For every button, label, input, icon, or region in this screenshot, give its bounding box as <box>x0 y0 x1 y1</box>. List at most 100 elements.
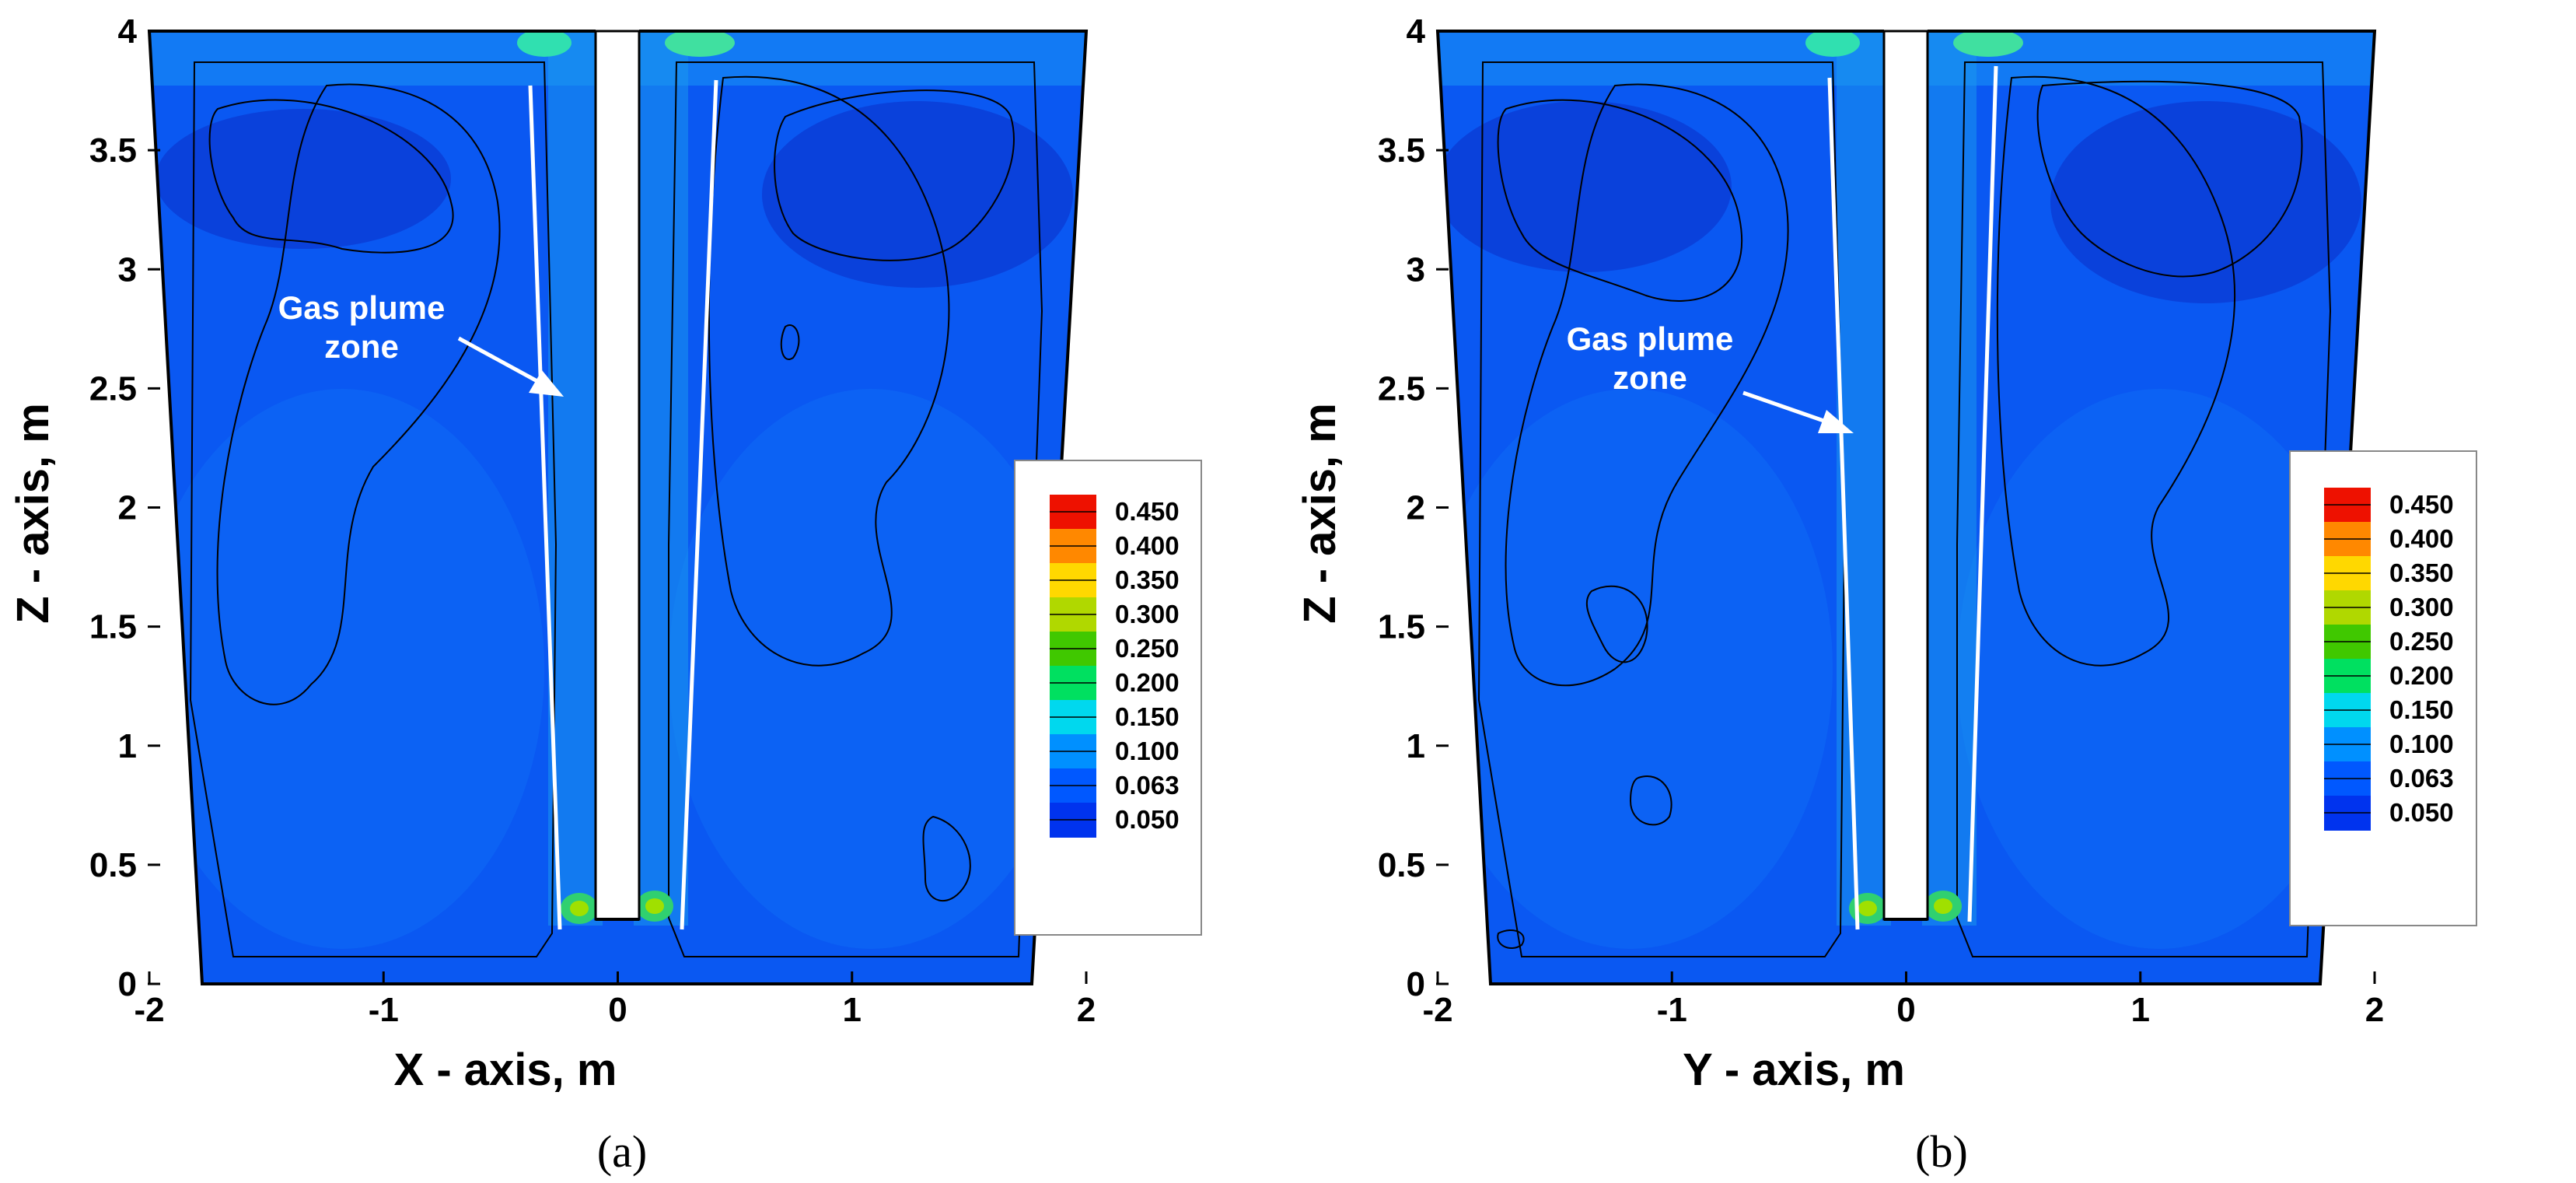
contour-b-2 <box>1497 99 1743 302</box>
contour-a-7 <box>922 815 971 902</box>
legend-color-block <box>1050 768 1096 786</box>
y-tick-label: 4 <box>1407 12 1426 51</box>
legend-color-block <box>2324 676 2371 694</box>
legend-level-label: 0.200 <box>2389 661 2454 690</box>
contour-a-3 <box>216 83 501 705</box>
x-tick-label: 1 <box>843 991 862 1029</box>
legend-level-label: 0.250 <box>2389 627 2454 656</box>
panel-a: Gas plume zone -2 -1 0 1 2 0 0.5 1 1.5 2 2.5 3 3.5 4 … <box>8 12 1202 1177</box>
legend-color-block <box>1050 820 1096 838</box>
legend-level-label: 0.350 <box>1115 565 1180 594</box>
field-a <box>147 30 1089 985</box>
x-tick-label: -2 <box>1422 991 1452 1029</box>
annotation-arrow-b <box>1742 390 1833 426</box>
legend-b: 0.450 0.400 0.350 0.300 0.250 0.200 0.150 0.100… <box>2289 450 2477 926</box>
legend-level-label: 0.300 <box>1115 600 1180 628</box>
x-axis-label-a: X - axis, m <box>394 1045 617 1095</box>
legend-level-label: 0.150 <box>1115 702 1180 731</box>
plume-boundary-b-right <box>1967 65 1998 922</box>
axis-ticks-a: -2 -1 0 1 2 0 0.5 1 1.5 2 2.5 3 3.5 4 <box>89 12 1096 1029</box>
plume-boundary-b-left <box>1827 77 1860 930</box>
annotation-line1-b: Gas plume <box>1567 320 1734 357</box>
legend-color-block <box>2324 659 2371 677</box>
legend-color-block <box>2324 488 2371 506</box>
legend-color-block <box>2324 813 2371 831</box>
y-tick-label: 1.5 <box>1378 608 1425 646</box>
legend-level-label: 0.050 <box>1115 805 1180 834</box>
legend-color-block <box>2324 607 2371 625</box>
field-b <box>1435 30 2377 985</box>
plume-boundary-a-right <box>680 79 718 930</box>
y-tick-label: 2.5 <box>89 369 137 408</box>
legend-color-block <box>1050 563 1096 581</box>
legend-color-block <box>2324 573 2371 591</box>
legend-color-block <box>1050 632 1096 649</box>
legend-color-block <box>1050 700 1096 718</box>
legend-color-block <box>1050 717 1096 735</box>
contour-a-6 <box>708 75 950 667</box>
contour-chart-b: Gas plume zone -2 -1 0 1 200.511.522.533.54 … <box>1295 12 2477 1177</box>
legend-frame <box>2289 450 2477 926</box>
y-tick-label: 3 <box>118 250 137 289</box>
annotation-arrow-a <box>457 336 546 387</box>
legend-color-block <box>1050 495 1096 513</box>
contour-b-3 <box>1505 83 1789 687</box>
annotation-arrowhead-b <box>1818 410 1854 433</box>
legend-level-label: 0.400 <box>1115 531 1180 560</box>
legend-color-block <box>1050 529 1096 547</box>
contour-b-5 <box>2036 80 2303 278</box>
x-tick-label: 0 <box>608 991 627 1029</box>
y-tick-label: 1.5 <box>89 608 137 646</box>
legend-color-block <box>1050 786 1096 803</box>
panel-b: Gas plume zone -2 -1 0 1 2 0 0.5 1 1.5 2 2.5 3 3.5 4 … <box>1288 0 2576 1183</box>
panel-caption-a: (a) <box>597 1126 647 1177</box>
legend-color-block <box>2324 590 2371 608</box>
legend-color-block <box>2324 710 2371 728</box>
contour-a-5 <box>774 89 1015 261</box>
legend-color-block <box>1050 614 1096 632</box>
legend-level-label: 0.100 <box>1115 737 1180 765</box>
x-tick-label: 2 <box>2365 991 2384 1029</box>
legend-level-label: 0.063 <box>1115 771 1180 800</box>
y-tick-label: 1 <box>118 727 137 765</box>
y-tick-label: 1 <box>1407 727 1425 765</box>
legend-color-block <box>2324 522 2371 540</box>
contour-b-9 <box>1585 585 1648 663</box>
legend-frame <box>1014 460 1202 936</box>
legend-level-label: 0.300 <box>2389 593 2454 621</box>
legend-color-block <box>1050 546 1096 564</box>
legend-level-label: 0.050 <box>2389 798 2454 827</box>
legend-color-block <box>2324 625 2371 642</box>
legend-level-label: 0.350 <box>2389 558 2454 587</box>
legend-color-block <box>2324 796 2371 814</box>
x-axis-label-b: Y - axis, m <box>1683 1045 1905 1095</box>
plume-boundary-a-left <box>528 85 562 930</box>
legend-color-block <box>1050 666 1096 684</box>
legend-color-block <box>2324 779 2371 796</box>
contour-a-8 <box>780 324 800 360</box>
y-tick-label: 2 <box>118 489 137 527</box>
legend-color-block <box>2324 744 2371 762</box>
y-tick-label: 0 <box>1407 965 1425 1003</box>
y-tick-label: 2 <box>1407 489 1425 527</box>
legend-level-label: 0.100 <box>2389 730 2454 758</box>
legend-color-block <box>1050 580 1096 598</box>
annotation-line2-b: zone <box>1613 359 1687 396</box>
legend-level-label: 0.400 <box>2389 524 2454 553</box>
contour-b-6 <box>1996 75 2236 667</box>
legend-color-block <box>2324 727 2371 745</box>
legend-color-block <box>2324 693 2371 711</box>
legend-color-block <box>2324 761 2371 779</box>
legend-color-block <box>2324 539 2371 557</box>
legend-color-block <box>1050 803 1096 821</box>
contour-b-7 <box>1497 929 1525 949</box>
y-tick-label: 2.5 <box>1378 369 1425 408</box>
legend-color-block <box>1050 597 1096 615</box>
legend-color-block <box>1050 649 1096 667</box>
panel-caption-b: (b) <box>1915 1126 1968 1177</box>
x-tick-label: -1 <box>1657 991 1687 1029</box>
legend-color-block <box>2324 556 2371 574</box>
legend-level-label: 0.450 <box>1115 497 1180 526</box>
legend-a: 0.450 0.400 0.350 0.300 0.250 0.200 0.150 0.100… <box>1014 460 1202 936</box>
legend-level-label: 0.150 <box>2389 695 2454 724</box>
